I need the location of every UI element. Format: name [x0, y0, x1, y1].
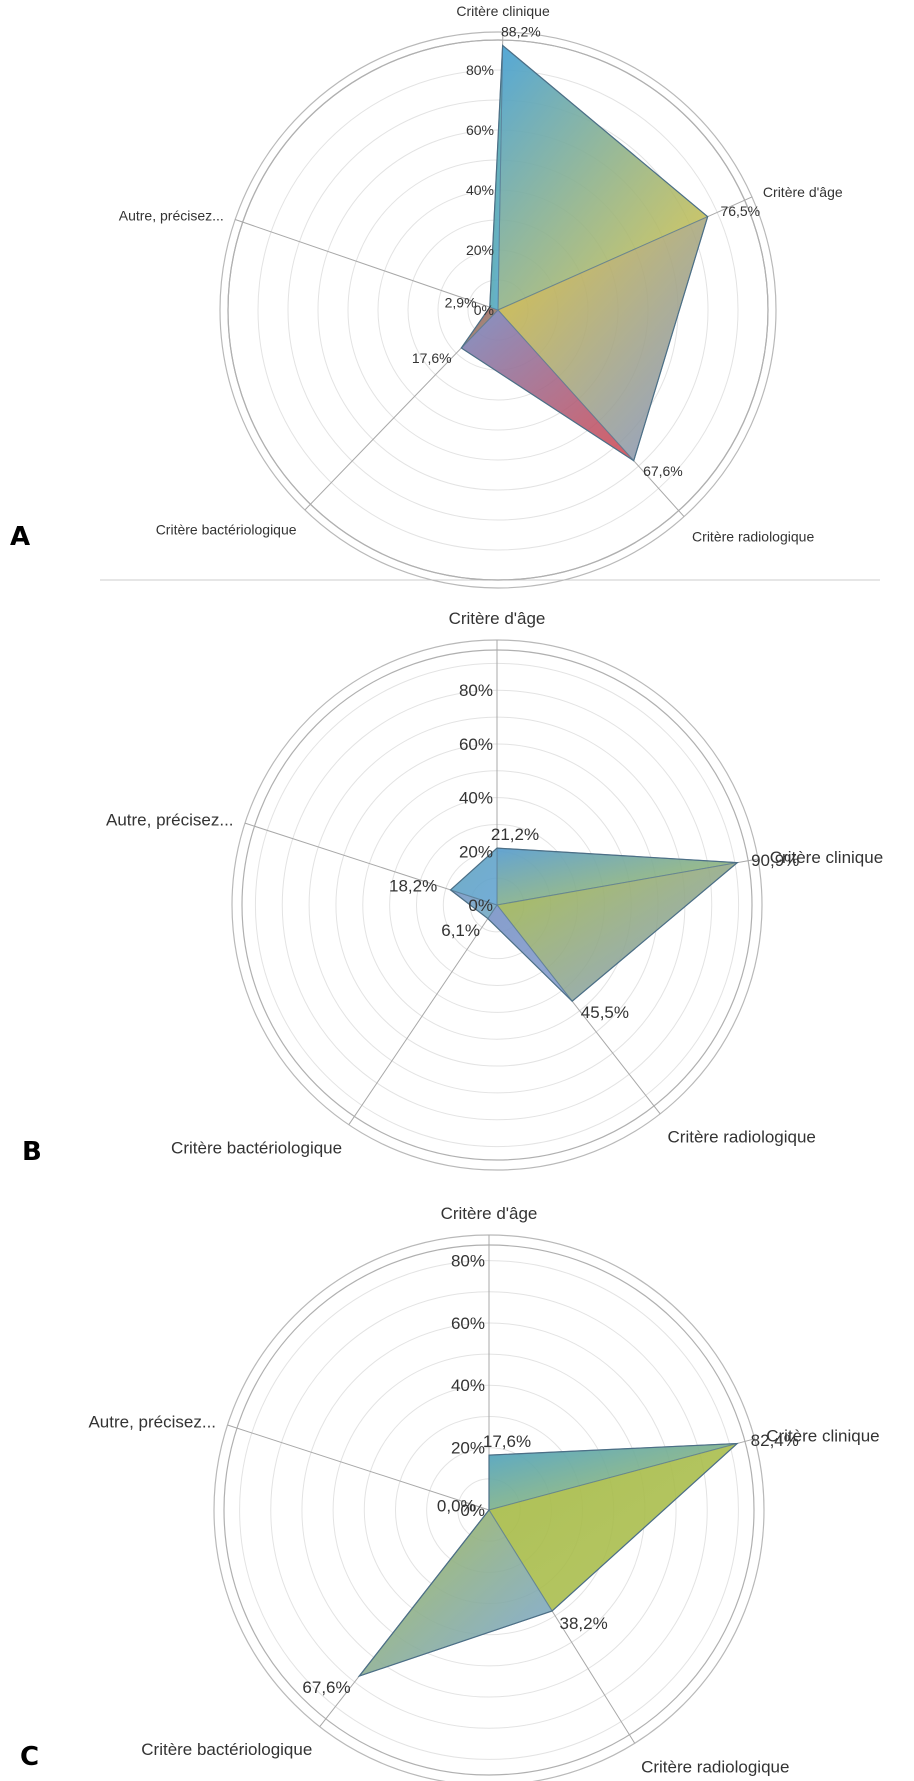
data-value-label: 21,2%: [491, 825, 539, 844]
tick-label: 0%: [460, 1501, 485, 1520]
radar-chart-b: 0% 20% 40% 60% 80% 21,2% 90,9% 45,5% 6,1% 18,2% Cr…: [22, 609, 883, 1171]
tick-label: 60%: [459, 735, 493, 754]
grid-ring: [257, 69, 739, 551]
data-value-label: 67,6%: [302, 1678, 350, 1697]
radar-chart-a: 0% 20% 40% 60% 80% 88,2% 76,5% 67,6% 17,6% 2,9% Cr…: [10, 3, 843, 589]
data-value-label: 17,6%: [483, 1432, 531, 1451]
data-value-label: 6,1%: [441, 921, 480, 940]
axis-category-label: Critère bactériologique: [171, 1139, 342, 1158]
data-value-label: 0,0%: [437, 1497, 476, 1516]
data-value-label: 18,2%: [389, 877, 437, 896]
axis-category-label: Autre, précisez...: [106, 810, 234, 829]
tick-label: 60%: [451, 1314, 485, 1333]
data-value-label: 76,5%: [720, 203, 760, 219]
tick-label: 80%: [451, 1252, 485, 1271]
axis-category-label: Critère clinique: [456, 3, 550, 19]
axis-category-label: Autre, précisez...: [119, 207, 224, 223]
data-value-label: 88,2%: [501, 23, 541, 39]
radar-chart-c: 0% 20% 40% 60% 80% 17,6% 82,4% 38,2% 67,6% 0,0% Cr…: [20, 1204, 880, 1781]
axis-category-label: Critère d'âge: [449, 609, 546, 628]
tick-label: 20%: [466, 242, 494, 258]
data-value-label: 2,9%: [445, 295, 477, 311]
data-value-label: 67,6%: [643, 463, 683, 479]
axis-category-label: Critère d'âge: [763, 184, 843, 200]
tick-label: 20%: [451, 1439, 485, 1458]
panel-label: C: [20, 1742, 39, 1772]
tick-label: 80%: [459, 681, 493, 700]
axis-category-label: Critère bactériologique: [156, 522, 297, 538]
panel-label: B: [22, 1137, 42, 1167]
axis-spoke: [234, 219, 499, 311]
axis-spoke: [227, 1424, 490, 1511]
tick-label: 40%: [466, 182, 494, 198]
data-value-label: 45,5%: [581, 1003, 629, 1022]
panel-label: A: [10, 522, 30, 552]
radar-series-outline: [357, 1442, 739, 1678]
tick-label: 0%: [474, 302, 494, 318]
axis-category-label: Critère radiologique: [641, 1757, 789, 1776]
tick-label: 80%: [466, 62, 494, 78]
axis-category-label: Critère clinique: [766, 1427, 879, 1446]
axis-category-label: Critère radiologique: [692, 529, 814, 545]
data-value-label: 90,9%: [751, 851, 799, 870]
outer-ring: [219, 31, 777, 589]
grid-ring-max: [227, 39, 769, 581]
axis-category-label: Critère bactériologique: [141, 1740, 312, 1759]
axis-category-label: Critère d'âge: [441, 1204, 538, 1223]
tick-label: 20%: [459, 842, 493, 861]
axis-category-label: Critère radiologique: [668, 1127, 816, 1146]
radar-series-outline: [449, 847, 739, 1003]
tick-label: 40%: [459, 789, 493, 808]
data-value-label: 82,4%: [751, 1431, 799, 1450]
radar-series-outline: [460, 44, 709, 462]
axis-spoke: [348, 904, 498, 1125]
data-value-label: 38,2%: [560, 1614, 608, 1633]
tick-label: 60%: [466, 122, 494, 138]
grid-ring: [287, 99, 709, 521]
tick-label: 0%: [468, 896, 493, 915]
data-value-label: 17,6%: [412, 350, 452, 366]
axis-category-label: Critère clinique: [770, 848, 883, 867]
axis-category-label: Autre, précisez...: [88, 1412, 216, 1431]
tick-label: 40%: [451, 1376, 485, 1395]
